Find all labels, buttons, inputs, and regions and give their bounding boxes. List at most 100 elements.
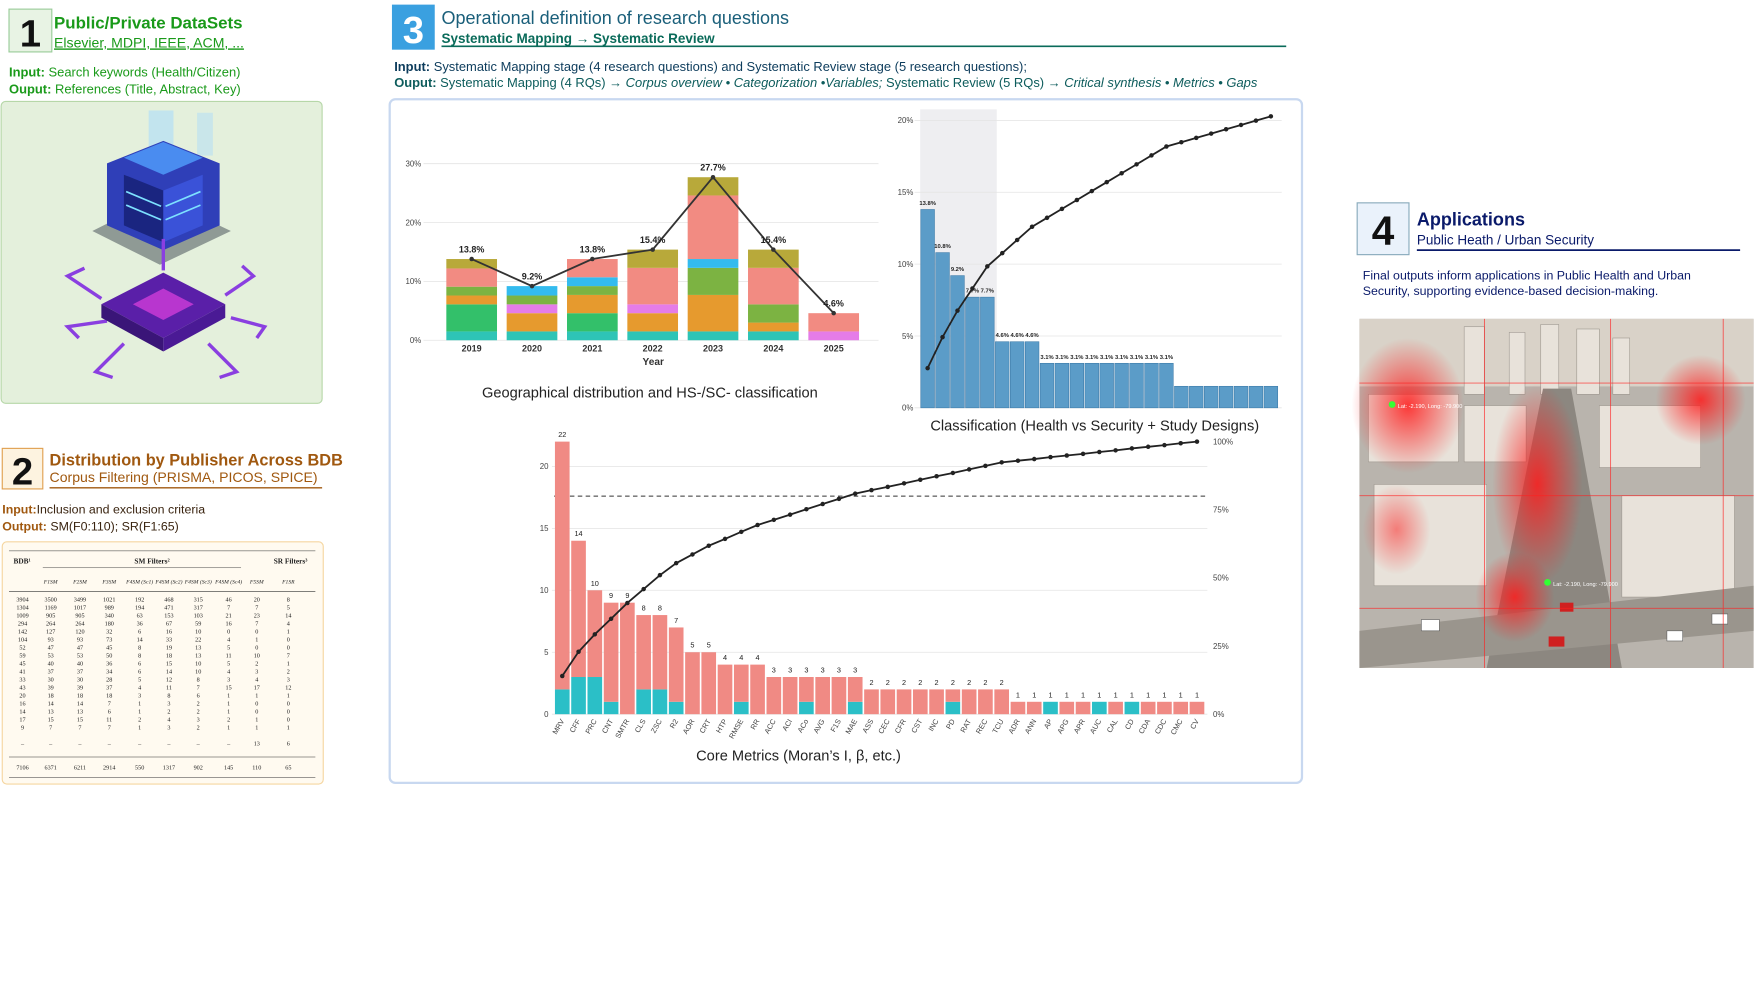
line-point [1162, 442, 1167, 448]
table-column-header: F3SM [101, 580, 116, 586]
line-point [592, 632, 598, 637]
table-cell: 8 [167, 693, 170, 700]
table-cell: 36 [106, 661, 112, 668]
value-label: 13.8% [459, 244, 485, 254]
panel-subtitle: Public Heath / Urban Security [1417, 233, 1594, 248]
bar [748, 322, 799, 332]
table-cell: 2 [197, 709, 200, 716]
bar [571, 540, 586, 678]
table-cell: 10 [254, 653, 260, 660]
value-label: 3.1% [1100, 355, 1114, 361]
tick-label: 5 [544, 648, 549, 657]
bar [799, 701, 814, 715]
table-cell: 16 [226, 621, 232, 628]
table-cell: 1 [227, 724, 230, 731]
bar [652, 689, 668, 715]
table-cell: 11 [106, 716, 112, 723]
bar [636, 615, 651, 690]
input-label: Input: [2, 503, 36, 517]
bar [896, 689, 912, 715]
table-cell: 1 [227, 709, 230, 716]
output-line: Ouput: References (Title, Abstract, Key) [9, 82, 241, 97]
table-cell: 7 [287, 653, 290, 660]
output-text: Corpus overview • Categorization •Variab… [626, 75, 883, 90]
table-cell: 340 [105, 613, 114, 620]
table-cell: 1 [255, 724, 258, 731]
table-cell: 6 [197, 693, 200, 700]
bar [980, 296, 995, 409]
table-cell: 39 [48, 685, 54, 692]
total-label: 2 [886, 678, 890, 687]
number-box [8, 8, 53, 53]
table-cell: 37 [77, 669, 83, 676]
bar [567, 331, 618, 341]
table-cell: 1 [255, 693, 258, 700]
line-point [836, 496, 842, 502]
table-cell: 8 [138, 645, 141, 652]
bar [446, 295, 498, 305]
table-cell: 989 [105, 605, 114, 612]
value-label: 7.7% [981, 289, 995, 295]
x-tick-label: R2 [668, 717, 680, 730]
table-cell: 0 [287, 709, 290, 716]
total-label: 22 [558, 430, 566, 439]
line-point [1179, 139, 1184, 145]
line-point [771, 517, 777, 523]
description: Security, supporting evidence-based deci… [1363, 284, 1659, 298]
panel-1: 1 Public/Private DataSets Elsevier, MDPI… [0, 8, 323, 404]
bar [912, 689, 928, 715]
table-cell: 4 [255, 677, 258, 684]
line-point [901, 481, 907, 486]
table-cell: 67 [166, 621, 172, 628]
table-column-header: F1SM [43, 580, 58, 586]
bar [748, 304, 799, 323]
bar [748, 331, 799, 341]
table-cell: 59 [195, 621, 201, 628]
table-cell: 180 [105, 621, 114, 628]
panel-3: 3 Operational definition of research que… [388, 4, 1304, 785]
bar [935, 252, 950, 409]
bar [945, 689, 961, 702]
line-point [831, 310, 836, 316]
tick-label: 20% [405, 218, 421, 227]
table-group-header: SR Filters³ [274, 556, 308, 565]
table-cell: 11 [166, 685, 172, 692]
table-cell: 18 [166, 653, 172, 660]
table-cell: 43 [19, 685, 25, 692]
bar [627, 304, 679, 314]
line-point [985, 264, 990, 269]
bar [733, 701, 749, 715]
number-box [391, 4, 435, 50]
table-cell: 52 [19, 645, 25, 652]
table-cell: 0 [255, 645, 258, 652]
tick-label: 50% [1213, 574, 1229, 583]
line-point [625, 600, 630, 606]
table-cell: 34 [106, 669, 112, 676]
bar [446, 286, 498, 296]
line-point [576, 649, 581, 655]
table-cell: 73 [106, 637, 112, 644]
x-tick-label: 2022 [643, 344, 663, 354]
output-text: SM(F0:110); SR(F1:65) [47, 520, 179, 534]
total-label: 2 [902, 678, 906, 687]
table-cell: 3499 [74, 597, 86, 604]
table-cell: 4 [227, 669, 230, 676]
bar [687, 331, 739, 341]
table-cell: 30 [77, 677, 83, 684]
table-cell: 7 [49, 724, 52, 731]
line-point [690, 552, 695, 557]
bar [554, 689, 570, 715]
tick-label: 30% [405, 159, 421, 168]
value-label: 9.2% [522, 271, 543, 281]
tick-label: 0% [410, 336, 421, 345]
table-cell: 1 [138, 724, 141, 731]
bar [1173, 701, 1189, 715]
bar [799, 677, 814, 702]
bar [1218, 385, 1234, 409]
table-cell: 5 [227, 645, 230, 652]
table-cell: 4 [167, 716, 170, 723]
bar [748, 249, 799, 268]
line-point [608, 616, 614, 622]
table-column-header: F1SR [281, 580, 295, 586]
